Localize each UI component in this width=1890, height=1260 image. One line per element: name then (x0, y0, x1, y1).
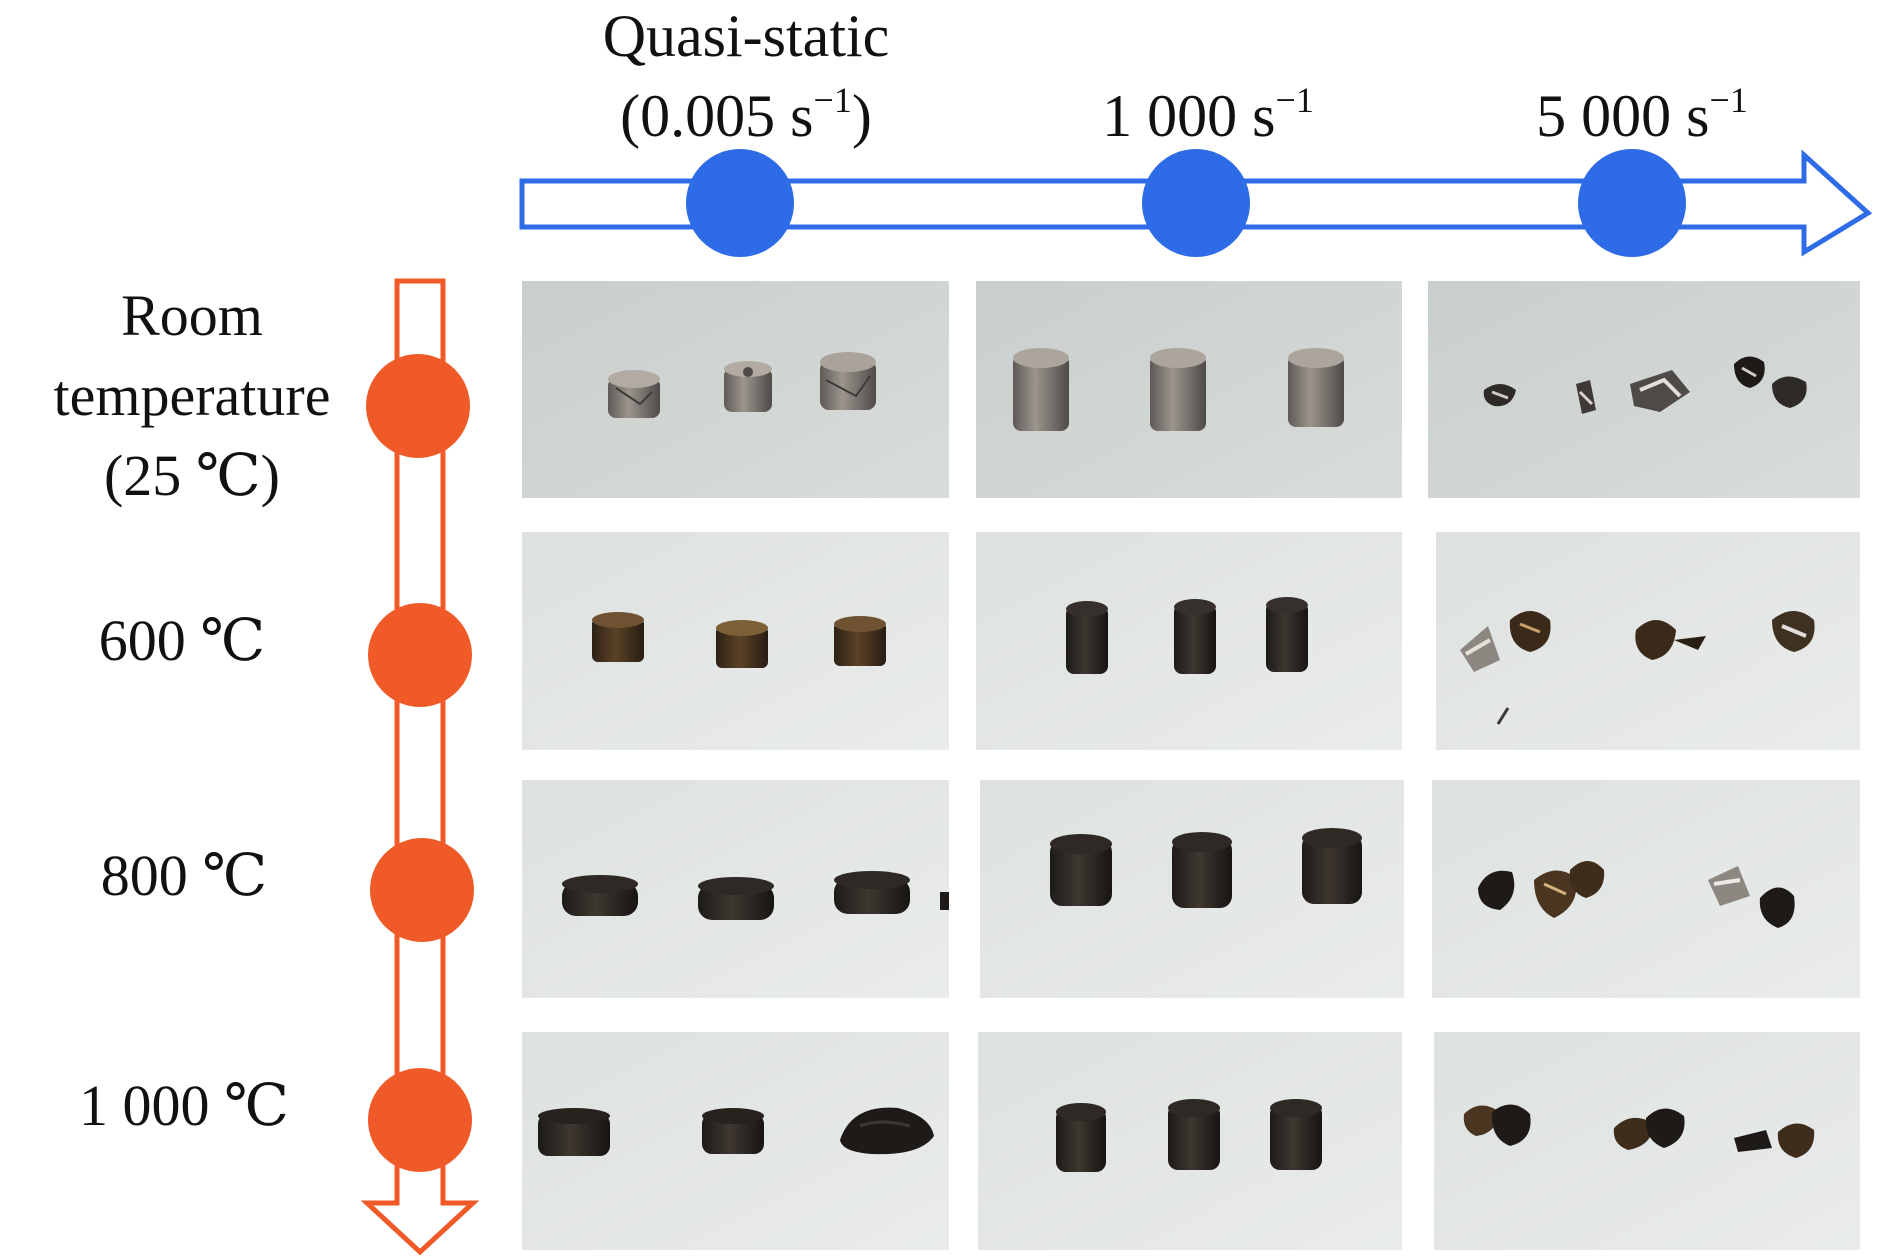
strain-rate-label-quasi-static-line1: Quasi-static (603, 3, 890, 69)
fragment (1569, 861, 1605, 898)
specimen (1066, 601, 1108, 674)
fragment (1772, 611, 1815, 652)
temperature-label-room-line1: Room (121, 283, 263, 348)
photo-600-1000 (976, 532, 1402, 750)
specimen (698, 877, 774, 920)
specimen (820, 352, 876, 410)
specimen (1174, 599, 1216, 674)
specimen (724, 361, 772, 412)
temperature-marker-800 (370, 838, 474, 942)
temperature-label-room-line2: temperature (54, 363, 331, 428)
specimen (1172, 832, 1232, 908)
fragment (1460, 626, 1500, 672)
fragment (1635, 620, 1706, 660)
photo-1000-1000 (978, 1032, 1402, 1250)
photo-1000-quasi-static (522, 1032, 949, 1250)
fragment (1491, 1104, 1531, 1146)
fragment (1772, 376, 1807, 408)
photo-1000-5000 (1434, 1032, 1860, 1250)
photo-room-quasi-static (522, 281, 949, 498)
fragment (1759, 887, 1795, 928)
strain-rate-marker-5000 (1578, 149, 1686, 257)
temperature-marker-room (366, 354, 470, 458)
specimen (1056, 1103, 1106, 1172)
fragment (1613, 1117, 1654, 1150)
photo-800-1000 (980, 780, 1404, 998)
specimen (834, 871, 910, 914)
fragment (1509, 611, 1551, 652)
temperature-label-1000: 1 000 ℃ (79, 1073, 289, 1138)
specimen (1270, 1099, 1322, 1170)
temperature-marker-600 (368, 603, 472, 707)
fragment (1483, 384, 1516, 407)
specimen (538, 1108, 610, 1156)
photo-600-5000 (1436, 532, 1860, 750)
fragment (1534, 870, 1577, 918)
specimen (1050, 834, 1112, 906)
photo-room-1000 (976, 281, 1402, 498)
fragment (1645, 1108, 1685, 1148)
photo-800-quasi-static (522, 780, 949, 998)
fragment (1777, 1123, 1815, 1158)
temperature-label-600: 600 ℃ (99, 608, 265, 673)
specimen (608, 370, 660, 418)
photo-room-5000 (1428, 281, 1860, 498)
specimen (1013, 348, 1069, 431)
specimen (1168, 1099, 1220, 1170)
fragment (1630, 370, 1690, 412)
temperature-label-800: 800 ℃ (101, 843, 267, 908)
temperature-label-room-line3: (25 ℃) (104, 443, 280, 508)
fragment (1478, 870, 1515, 910)
strain-rate-label-5000: 5 000 s−1 (1536, 80, 1748, 149)
fragment (1576, 380, 1596, 414)
specimen (834, 616, 886, 666)
specimen (1288, 348, 1344, 427)
fragment (1734, 356, 1765, 388)
specimen (1150, 348, 1206, 431)
fragment (1463, 1105, 1500, 1136)
temperature-marker-1000 (368, 1068, 472, 1172)
specimen (702, 1108, 764, 1154)
specimen (1302, 828, 1362, 904)
strain-rate-label-quasi-static-line2: (0.005 s−1) (620, 80, 872, 149)
specimen-edge (940, 892, 949, 910)
specimen (1266, 597, 1308, 672)
specimen (592, 612, 644, 662)
photo-800-5000 (1432, 780, 1860, 998)
strain-rate-marker-quasi-static (686, 149, 794, 257)
strain-rate-marker-1000 (1142, 149, 1250, 257)
specimen (716, 620, 768, 668)
strain-rate-label-1000: 1 000 s−1 (1102, 80, 1314, 149)
fragment (1734, 1130, 1772, 1152)
scratch-mark (1496, 707, 1510, 725)
specimen (562, 875, 638, 916)
photo-600-quasi-static (522, 532, 949, 750)
fragment (1708, 866, 1750, 906)
specimen (840, 1107, 934, 1155)
